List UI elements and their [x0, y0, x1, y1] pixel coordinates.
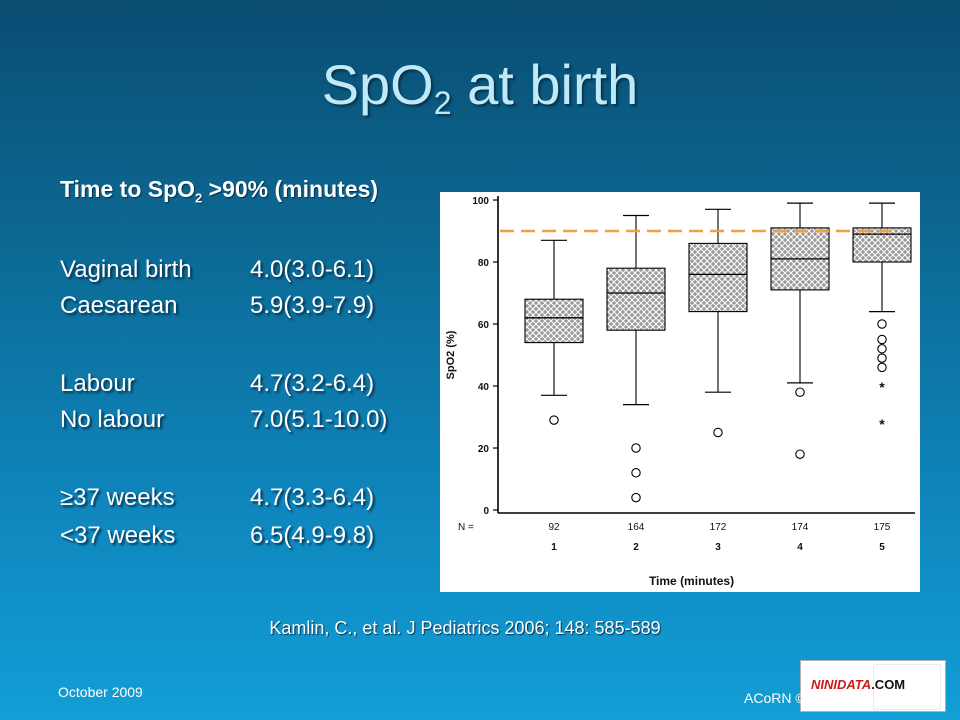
heading-subscript: 2 — [195, 190, 203, 206]
row-value: 6.5(4.9-9.8) — [250, 522, 375, 549]
footer-date: October 2009 — [58, 684, 143, 700]
outlier-point — [631, 443, 641, 453]
row-value: 7.0(5.1-10.0) — [250, 406, 388, 433]
y-tick-label: 100 — [472, 196, 489, 207]
extreme-point: * — [879, 379, 885, 395]
slide-title: SpO2 at birth — [0, 52, 960, 122]
n-value-label: 164 — [628, 522, 645, 533]
row-label: Caesarean — [60, 292, 178, 319]
heading-pre: Time to SpO — [60, 176, 196, 202]
y-tick-label: 80 — [478, 258, 490, 269]
n-value-label: 172 — [710, 522, 727, 533]
y-axis-title: SpO2 (%) — [445, 330, 457, 379]
x-axis-title: Time (minutes) — [649, 574, 734, 588]
outlier-point — [795, 449, 805, 459]
y-tick-label: 60 — [478, 320, 490, 331]
x-tick-label: 2 — [633, 542, 639, 553]
row-label: No labour — [60, 406, 165, 433]
footer-copyright: ACoRN © 2009 — [744, 690, 841, 706]
outlier-point — [713, 427, 723, 438]
x-tick-label: 3 — [715, 542, 721, 553]
n-value-label: 175 — [874, 522, 891, 533]
box-iqr — [524, 298, 584, 344]
boxplot-chart: 0 20 40 60 80 100 SpO2 (%) 92 1 164 2 172 3 174 4 * * 175… — [445, 196, 915, 588]
row-value: 4.7(3.2-6.4) — [250, 370, 375, 397]
row-label: <37 weeks — [60, 522, 176, 549]
row-value: 5.9(3.9-7.9) — [250, 292, 375, 319]
row-value: 4.0(3.0-6.1) — [250, 256, 375, 283]
outlier-point — [795, 387, 805, 397]
row-value: 4.7(3.3-6.4) — [250, 484, 375, 511]
logo-brand-dark: .COM — [871, 677, 906, 692]
boxplot-panel: 0 20 40 60 80 100 SpO2 (%) 92 1 164 2 172 3 174 4 * * 175… — [440, 192, 920, 592]
title-main: SpO — [321, 53, 434, 116]
n-value-label: 174 — [792, 522, 809, 533]
outlier-point — [877, 353, 887, 363]
table-heading: Time to SpO2 >90% (minutes) — [60, 176, 378, 206]
outlier-point — [877, 319, 887, 329]
n-prefix-label: N = — [458, 522, 474, 533]
outlier-point — [631, 492, 641, 503]
box-iqr — [606, 267, 666, 331]
x-tick-label: 1 — [551, 542, 557, 553]
box-iqr — [852, 227, 912, 263]
ninidata-logo: NINIDATA.COM — [800, 660, 946, 712]
extreme-point: * — [879, 416, 885, 432]
x-tick-label: 5 — [879, 542, 885, 553]
outlier-point — [631, 468, 641, 478]
outlier-point — [549, 415, 559, 425]
outlier-point — [877, 344, 887, 354]
row-label: Vaginal birth — [60, 256, 192, 283]
row-label: Labour — [60, 370, 135, 397]
n-value-label: 92 — [548, 522, 560, 533]
citation: Kamlin, C., et al. J Pediatrics 2006; 14… — [269, 618, 661, 638]
logo-text: NINIDATA.COM — [811, 677, 905, 692]
row-label: ≥37 weeks — [60, 484, 175, 511]
outlier-point — [877, 362, 887, 373]
title-subscript: 2 — [433, 85, 452, 121]
logo-brand-red: NINIDATA — [811, 677, 872, 692]
y-tick-label: 40 — [478, 382, 490, 393]
acorn-logo-watermark — [873, 664, 941, 710]
y-tick-label: 20 — [478, 444, 490, 455]
y-tick-label: 0 — [483, 506, 489, 517]
heading-post: >90% (minutes) — [202, 176, 379, 202]
outlier-point — [877, 334, 887, 345]
x-tick-label: 4 — [797, 542, 803, 553]
title-rest: at birth — [451, 53, 639, 116]
box-iqr — [688, 242, 748, 313]
